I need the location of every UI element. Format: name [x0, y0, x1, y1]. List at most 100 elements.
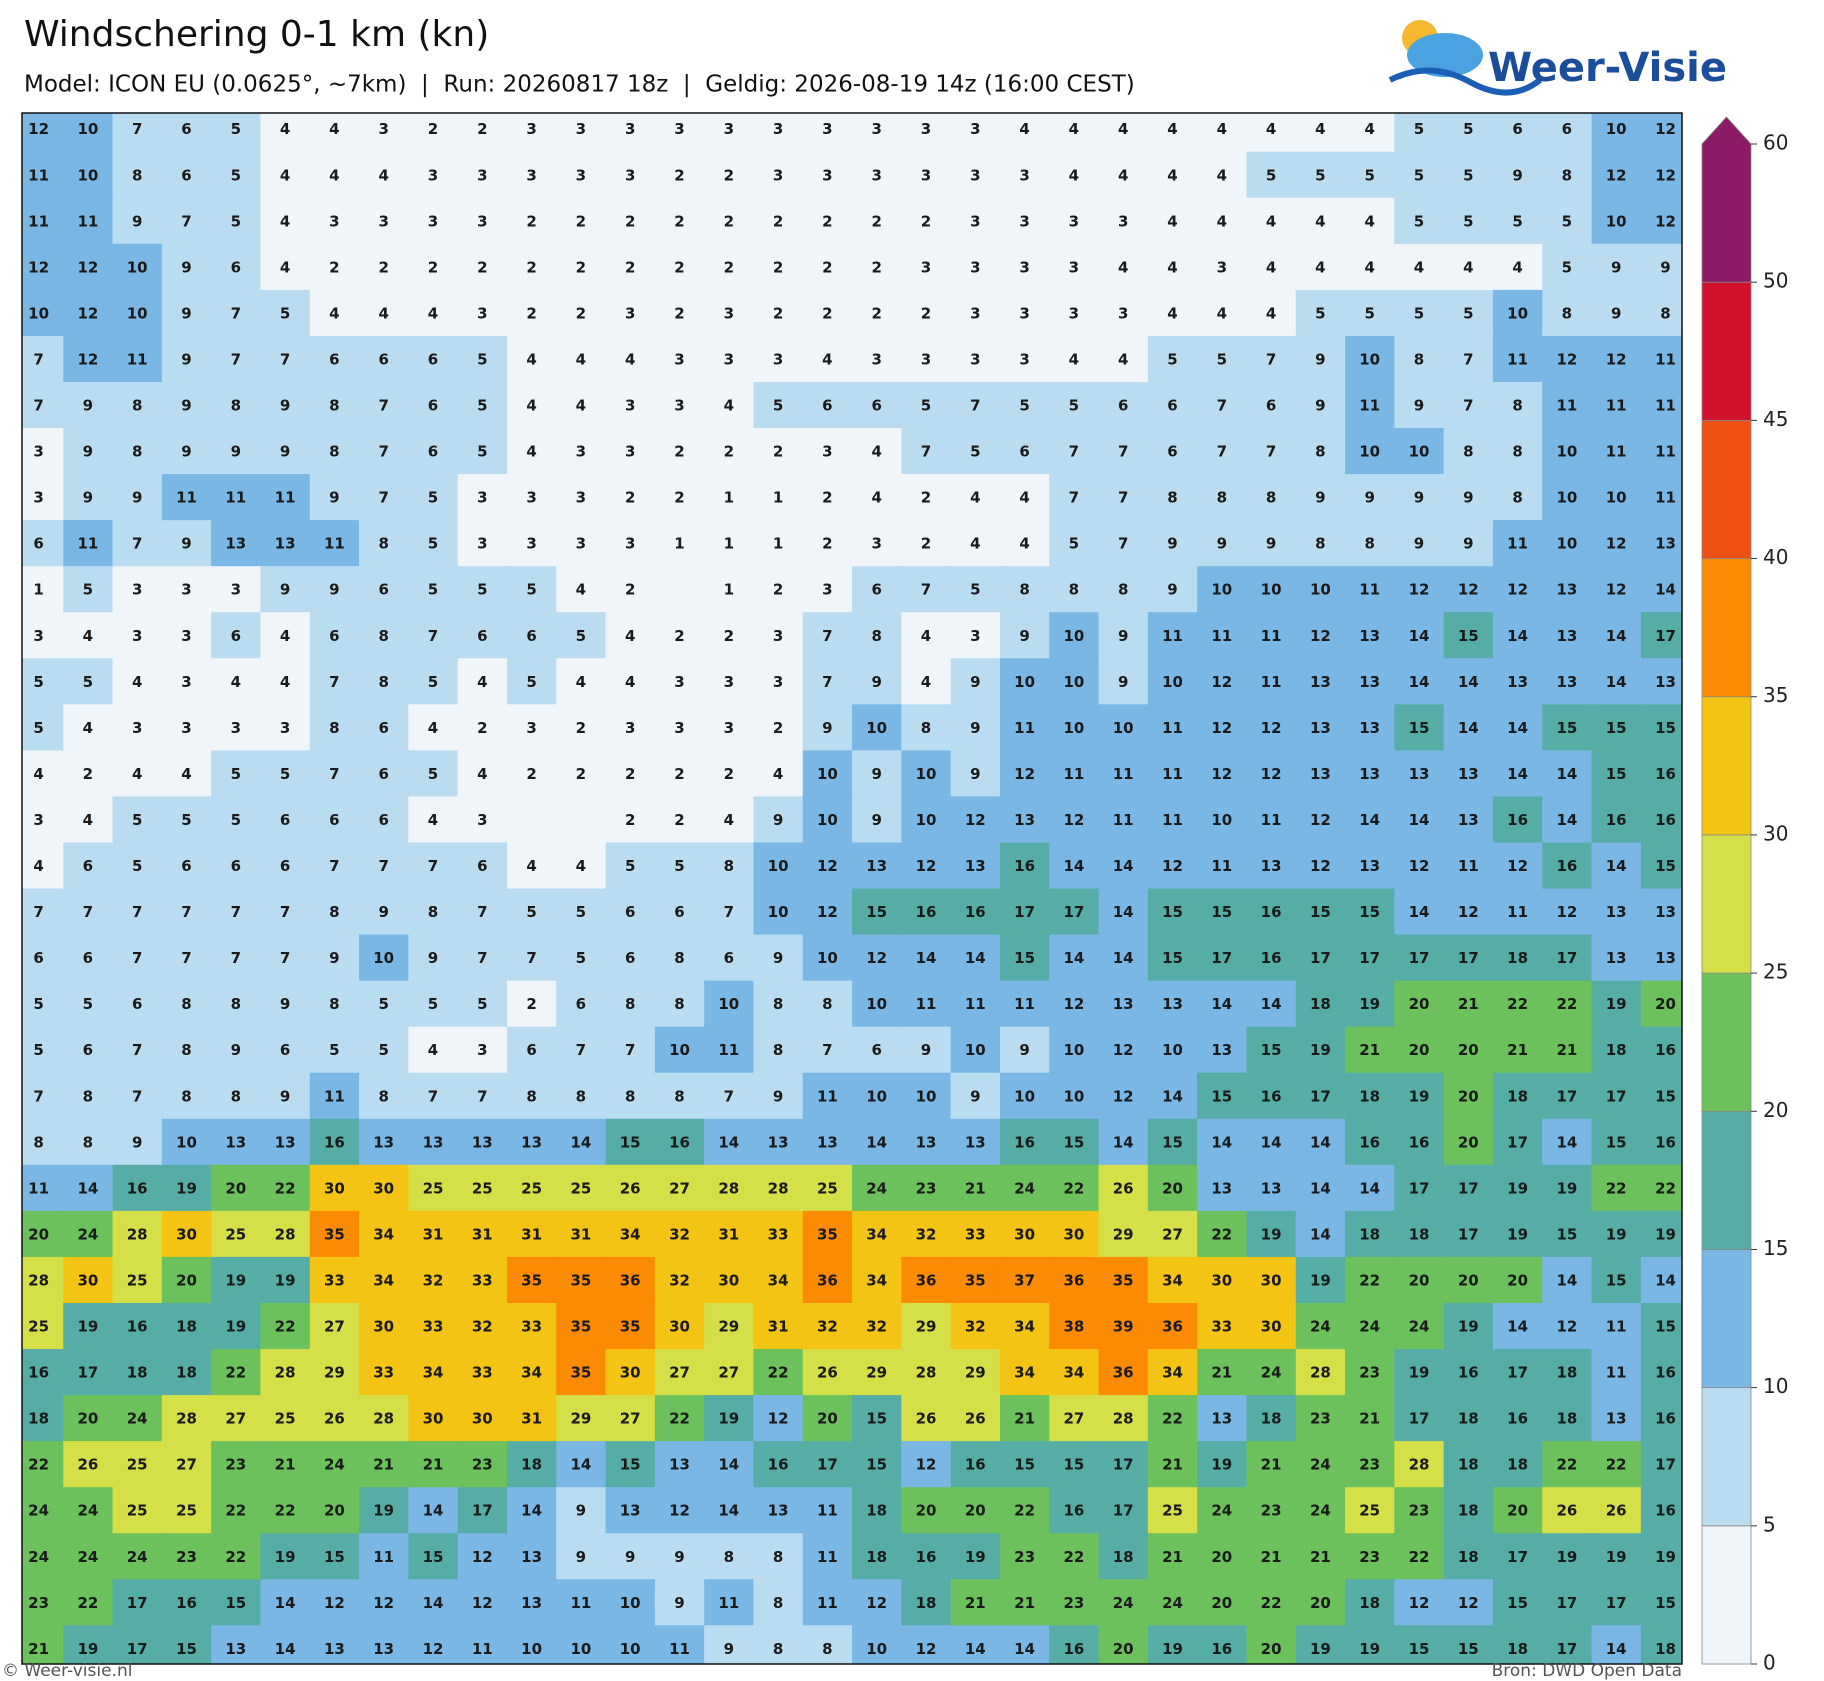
field-cell — [63, 888, 114, 936]
cell-value: 5 — [280, 765, 290, 783]
field-cell — [605, 243, 656, 291]
cell-value: 5 — [428, 535, 438, 553]
field-cell — [654, 243, 705, 291]
field-cell — [901, 888, 952, 936]
field-cell — [901, 1256, 952, 1304]
cell-value: 5 — [1364, 304, 1374, 322]
field-cell — [161, 842, 212, 890]
field-cell — [802, 520, 853, 567]
field-cell — [999, 1395, 1050, 1442]
field-cell — [260, 1118, 311, 1166]
cell-value: 10 — [817, 811, 838, 829]
field-cell — [260, 1579, 311, 1626]
cell-value: 14 — [1113, 949, 1134, 967]
cell-value: 2 — [921, 489, 931, 507]
cell-value: 12 — [1014, 765, 1035, 783]
field-cell — [260, 842, 311, 890]
field-cell — [359, 474, 409, 521]
field-cell — [211, 566, 262, 613]
cell-value: 10 — [1556, 443, 1577, 461]
field-cell — [1542, 612, 1593, 659]
field-cell — [309, 335, 360, 383]
cell-value: 31 — [423, 1225, 444, 1243]
cell-value: 15 — [1211, 1087, 1232, 1105]
field-cell — [260, 934, 311, 982]
cell-value: 23 — [1261, 1502, 1282, 1520]
cell-value: 38 — [1063, 1318, 1084, 1336]
cell-value: 4 — [33, 765, 43, 783]
field-cell — [260, 1026, 311, 1074]
field-cell — [457, 1164, 508, 1212]
field-cell — [260, 1487, 311, 1534]
field-cell — [1443, 243, 1494, 291]
cell-value: 12 — [916, 1640, 937, 1658]
cell-value: 14 — [1606, 673, 1627, 691]
field-cell — [1492, 1533, 1543, 1580]
field-cell — [22, 197, 64, 245]
field-cell — [1295, 335, 1346, 383]
cell-value: 18 — [28, 1410, 49, 1428]
field-cell — [753, 335, 804, 383]
cell-value: 8 — [773, 1640, 783, 1658]
cell-value: 20 — [1458, 1087, 1479, 1105]
cell-value: 4 — [822, 350, 832, 368]
field-cell — [309, 658, 360, 705]
cell-value: 21 — [1014, 1410, 1035, 1428]
field-cell — [1640, 520, 1682, 567]
cell-value: 19 — [1507, 1179, 1528, 1197]
cell-value: 18 — [1507, 1456, 1528, 1474]
field-cell — [1049, 1625, 1100, 1664]
field-cell — [901, 658, 952, 705]
cell-value: 3 — [33, 443, 43, 461]
cell-value: 14 — [275, 1640, 296, 1658]
field — [22, 113, 1682, 1664]
cell-value: 9 — [1266, 535, 1276, 553]
field-cell — [161, 658, 212, 705]
field-cell — [999, 842, 1050, 890]
field-cell — [999, 1072, 1050, 1120]
field-cell — [999, 1164, 1050, 1212]
cell-value: 5 — [477, 581, 487, 599]
field-cell — [161, 113, 212, 153]
field-cell — [1295, 1533, 1346, 1580]
cell-value: 30 — [1014, 1225, 1035, 1243]
field-cell — [1246, 842, 1297, 890]
field-cell — [704, 335, 755, 383]
cell-value: 18 — [1261, 1410, 1282, 1428]
cell-value: 11 — [1014, 719, 1035, 737]
field-cell — [63, 113, 114, 153]
cell-value: 39 — [1113, 1318, 1134, 1336]
field-cell — [654, 1349, 705, 1396]
cell-value: 3 — [378, 212, 388, 230]
field-cell — [1640, 335, 1682, 383]
cell-value: 11 — [1507, 535, 1528, 553]
field-cell — [1295, 151, 1346, 199]
field-cell — [1049, 1349, 1100, 1396]
field-cell — [1049, 1118, 1100, 1166]
cell-value: 2 — [871, 212, 881, 230]
cell-value: 32 — [669, 1225, 690, 1243]
cell-value: 27 — [718, 1364, 739, 1382]
field-cell — [901, 1579, 952, 1626]
field-cell — [408, 842, 459, 890]
cell-value: 8 — [1266, 489, 1276, 507]
field-cell — [22, 934, 64, 982]
cell-value: 9 — [724, 1640, 734, 1658]
field-cell — [161, 1210, 212, 1258]
cell-value: 32 — [472, 1318, 493, 1336]
field-cell — [1098, 151, 1149, 199]
cell-value: 7 — [822, 627, 832, 645]
field-cell — [1394, 1256, 1445, 1304]
cell-value: 4 — [576, 581, 586, 599]
field-cell — [63, 1210, 114, 1258]
field-cell — [852, 566, 902, 613]
cell-value: 8 — [1315, 443, 1325, 461]
field-cell — [1591, 1487, 1642, 1534]
cell-value: 3 — [625, 397, 635, 415]
cell-value: 10 — [1310, 581, 1331, 599]
cell-value: 4 — [1167, 304, 1177, 322]
cell-value: 7 — [921, 443, 931, 461]
cell-value: 8 — [724, 1548, 734, 1566]
cell-value: 7 — [428, 627, 438, 645]
cell-value: 14 — [1211, 995, 1232, 1013]
